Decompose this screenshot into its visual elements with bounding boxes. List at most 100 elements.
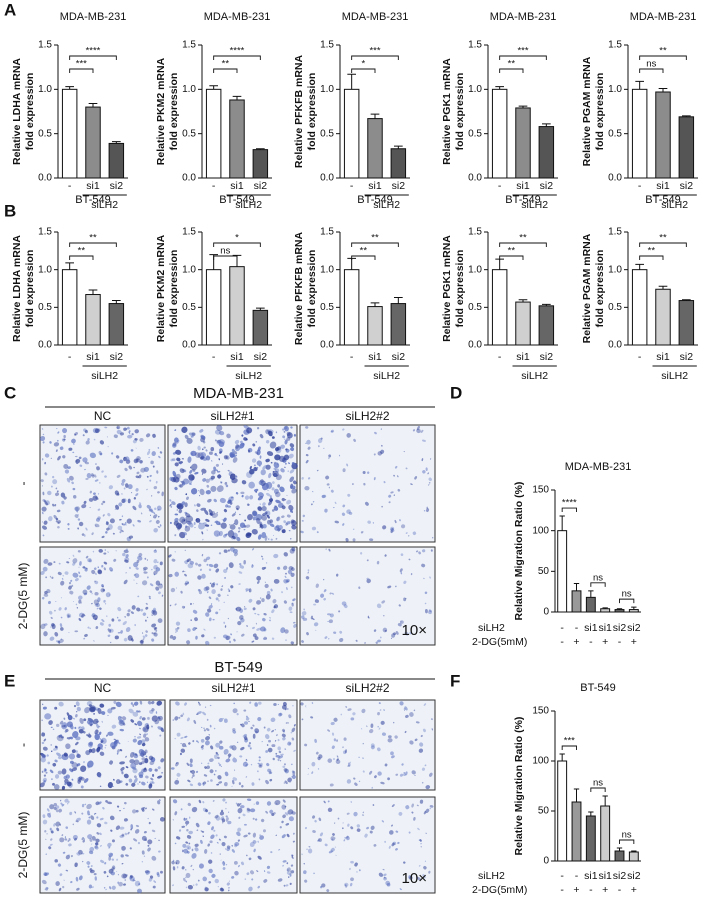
- bar: [390, 148, 407, 179]
- cell: [424, 764, 427, 767]
- cell: [77, 513, 79, 516]
- cell: [157, 447, 160, 449]
- cell: [146, 488, 148, 491]
- cell: [62, 575, 64, 577]
- cell: [132, 524, 135, 527]
- cell: [254, 451, 259, 455]
- cell: [59, 446, 64, 451]
- cell: [380, 781, 385, 785]
- cell: [195, 635, 198, 640]
- x-tick-label: si1: [584, 870, 598, 882]
- y-tick-label: 0.0: [38, 340, 52, 351]
- cell: [76, 706, 81, 712]
- y-tick-label: 1.0: [468, 84, 482, 95]
- cell: [176, 732, 181, 737]
- cell: [41, 485, 43, 487]
- cell: [181, 426, 188, 434]
- cell: [82, 434, 85, 437]
- cell: [43, 779, 46, 783]
- cell: [58, 887, 62, 892]
- cell: [257, 580, 260, 584]
- cell: [44, 830, 47, 833]
- cell: [261, 740, 263, 743]
- cell: [219, 740, 223, 744]
- cell: [423, 703, 427, 706]
- cell: [135, 567, 139, 570]
- cell: [257, 770, 259, 773]
- cell: [236, 631, 238, 633]
- cell: [403, 772, 406, 774]
- cell: [368, 729, 374, 734]
- column-label: siLH2#1: [210, 409, 254, 423]
- error-bar: [495, 86, 505, 90]
- cell: [146, 733, 148, 735]
- cell: [290, 447, 295, 452]
- cell: [45, 838, 47, 840]
- cell: [96, 773, 102, 778]
- cell: [215, 742, 221, 748]
- cell: [257, 885, 260, 889]
- cell: [414, 738, 418, 742]
- cell: [96, 723, 100, 729]
- error-bar: [658, 285, 668, 290]
- cell: [271, 487, 275, 491]
- cell: [244, 519, 247, 522]
- cell: [201, 762, 203, 764]
- cell: [111, 724, 117, 729]
- cell: [263, 636, 267, 640]
- cell: [408, 558, 411, 561]
- cell: [345, 706, 348, 708]
- cell: [178, 509, 183, 514]
- cell: [228, 811, 230, 813]
- cell: [330, 430, 333, 433]
- cell: [367, 616, 370, 619]
- cell: [47, 600, 51, 605]
- cell: [428, 477, 432, 482]
- cell: [99, 785, 102, 788]
- cell: [289, 548, 295, 554]
- cell: [287, 777, 292, 783]
- chart-title: MDA-MB-231: [60, 11, 127, 23]
- cell: [383, 709, 386, 711]
- cell: [265, 779, 269, 785]
- cell: [86, 585, 91, 590]
- micrograph: [39, 796, 166, 894]
- cell: [240, 617, 245, 623]
- cell: [107, 551, 109, 553]
- cell: [197, 782, 202, 786]
- cell: [254, 488, 259, 492]
- cell: [235, 492, 239, 495]
- cell: [151, 451, 156, 457]
- cell: [228, 590, 231, 592]
- cell: [143, 727, 147, 731]
- cell: [67, 527, 70, 530]
- row-label: 2-DG(5 mM): [16, 812, 30, 879]
- cell: [201, 531, 204, 535]
- cell: [170, 587, 176, 593]
- cell: [262, 502, 266, 507]
- cell: [50, 457, 52, 460]
- cell: [94, 525, 97, 528]
- cell: [93, 713, 95, 715]
- significance-bracket: [639, 68, 664, 73]
- cell: [205, 455, 211, 461]
- cell: [198, 590, 202, 595]
- cell: [72, 451, 75, 454]
- y-tick-label: 0.5: [320, 302, 334, 313]
- cell: [42, 521, 44, 523]
- cell: [285, 523, 288, 526]
- micrograph: [169, 796, 298, 894]
- cell: [198, 703, 201, 706]
- cell: [208, 811, 211, 815]
- cell: [175, 762, 178, 764]
- panel-letter: D: [450, 383, 462, 402]
- cell: [198, 489, 200, 492]
- cell: [123, 883, 126, 886]
- cell: [324, 636, 328, 639]
- cell: [398, 811, 403, 816]
- cell: [284, 462, 287, 465]
- significance-label: ns: [622, 589, 632, 600]
- cell: [93, 599, 99, 606]
- cell: [101, 470, 104, 473]
- cell: [134, 775, 137, 779]
